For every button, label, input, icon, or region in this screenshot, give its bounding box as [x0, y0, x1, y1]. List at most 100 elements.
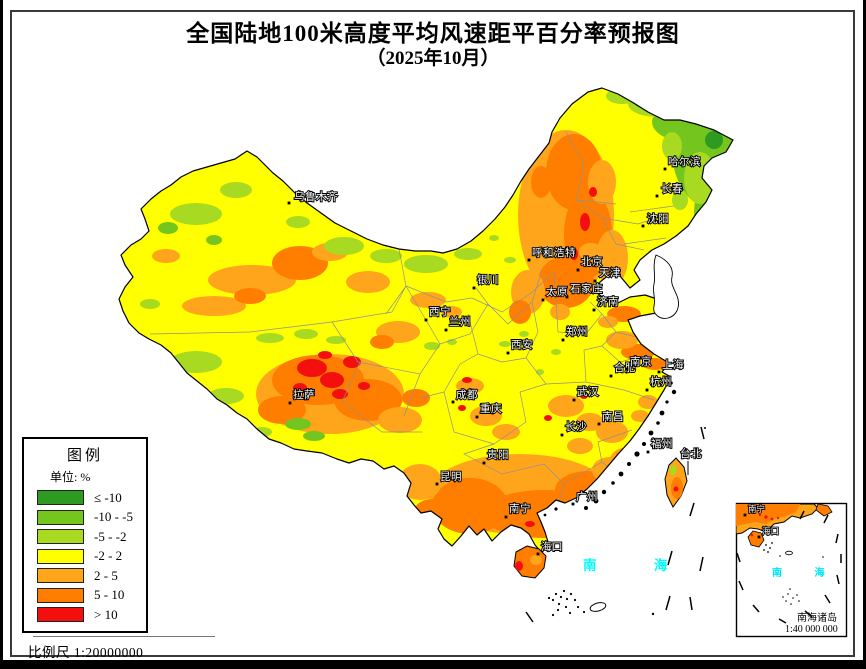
legend-box: 图例 单位: % ≤ -10 -10 - -5 -5 - -2 -2 - 2 2 - 5…	[22, 437, 148, 633]
legend-label: -10 - -5	[94, 509, 133, 525]
city-兰州: 兰州	[444, 314, 472, 332]
city-dot	[444, 328, 448, 332]
city-拉萨: 拉萨	[288, 387, 316, 405]
city-label: 西安	[511, 338, 533, 351]
city-杭州: 杭州	[645, 374, 673, 392]
city-dot	[482, 461, 486, 465]
city-label: 海口	[541, 540, 563, 553]
city-label: 贵阳	[487, 448, 509, 461]
city-label: 昆明	[440, 471, 462, 483]
city-label: 重庆	[480, 402, 502, 415]
province-boundaries	[149, 131, 675, 513]
city-合肥: 合肥	[609, 360, 637, 378]
city-天津: 天津	[593, 266, 622, 283]
window-edge-bottom	[0, 660, 866, 669]
city-dot	[475, 415, 479, 419]
city-dot	[536, 552, 540, 556]
city-dot	[743, 513, 747, 517]
page-subtitle: （2025年10月）	[366, 48, 500, 69]
window-edge-right	[863, 0, 866, 669]
city-dot	[527, 258, 531, 262]
city-南京: 南京	[625, 354, 653, 371]
city-dot	[560, 433, 564, 437]
city-label: 上海	[662, 358, 684, 371]
city-label: 兰州	[449, 315, 471, 328]
legend-swatch	[37, 568, 84, 584]
taiwan-island	[664, 457, 688, 508]
city-dot	[663, 167, 667, 171]
legend-unit: 单位: %	[50, 470, 91, 484]
city-dot	[646, 450, 650, 454]
city-dot	[565, 295, 569, 299]
legend-swatch	[37, 587, 84, 603]
legend-rows: ≤ -10 -10 - -5 -5 - -2 -2 - 2 2 - 5 5 - 10 > 1…	[24, 488, 146, 625]
legend-label: 5 - 10	[94, 587, 125, 603]
legend-item-6: > 10	[24, 605, 146, 625]
legend-title: 图例	[66, 448, 103, 464]
city-呼和浩特: 呼和浩特	[527, 246, 577, 262]
map-scale-text: 比例尺 1:20000000	[28, 645, 144, 660]
legend-item-5: 5 - 10	[24, 586, 146, 606]
city-dot	[657, 370, 661, 374]
window-edge-left	[0, 0, 3, 669]
city-dot	[451, 400, 455, 404]
city-dot	[287, 201, 291, 205]
legend-label: -2 - 2	[94, 548, 123, 564]
city-dot	[541, 298, 545, 302]
city-长春: 长春	[655, 182, 684, 198]
city-dot	[288, 401, 292, 405]
city-label: 哈尔滨	[668, 155, 701, 168]
city-dot	[597, 422, 601, 426]
korea-outline	[652, 254, 679, 319]
city-dot	[506, 351, 510, 355]
city-济南: 济南	[592, 294, 620, 312]
legend-item-2: -5 - -2	[24, 527, 146, 547]
maritime-dash-line	[525, 426, 705, 623]
city-昆明: 昆明	[435, 470, 463, 486]
inset-islands-label: 南海诸岛	[797, 611, 837, 624]
city-dot	[576, 268, 580, 272]
city-海口: 海口	[536, 539, 564, 556]
city-石家庄: 石家庄	[565, 281, 604, 299]
city-武汉: 武汉	[572, 384, 600, 402]
city-西宁: 西宁	[424, 304, 452, 322]
city-dot	[609, 374, 613, 378]
city-dot	[561, 338, 565, 342]
city-label: 长沙	[565, 421, 587, 433]
city-dot	[572, 398, 576, 402]
legend-swatch	[37, 509, 84, 525]
city-成都: 成都	[451, 388, 479, 404]
scale-divider-line	[33, 636, 215, 637]
city-南昌: 南昌	[597, 409, 625, 426]
city-哈尔滨: 哈尔滨	[663, 154, 702, 171]
city-沈阳: 沈阳	[641, 211, 670, 228]
city-南宁: 南宁	[504, 501, 532, 519]
city-福州: 福州	[646, 436, 674, 454]
legend-swatch	[37, 490, 84, 506]
city-label: 太原	[546, 285, 568, 298]
legend-item-1: -10 - -5	[24, 508, 146, 528]
city-dot	[592, 308, 596, 312]
city-dot	[472, 286, 476, 290]
city-label: 天津	[599, 267, 621, 279]
city-label: 石家庄	[570, 282, 603, 295]
city-银川: 银川	[472, 272, 500, 290]
city-label: 海口	[762, 526, 779, 536]
city-label: 南宁	[509, 502, 531, 515]
coastal-islets	[543, 381, 706, 616]
legend-label: > 10	[94, 606, 118, 622]
city-太原: 太原	[541, 284, 569, 302]
legend-item-3: -2 - 2	[24, 547, 146, 567]
city-广州: 广州	[571, 490, 599, 506]
city-海口: 海口	[757, 525, 780, 539]
page-title: 全国陆地100米高度平均风速距平百分率预报图	[186, 21, 680, 46]
legend-swatch	[37, 529, 84, 545]
city-dot	[625, 367, 629, 371]
city-label: 沈阳	[647, 212, 669, 225]
legend-swatch	[37, 548, 84, 564]
city-长沙: 长沙	[560, 420, 588, 437]
china-border-outline	[118, 87, 734, 554]
